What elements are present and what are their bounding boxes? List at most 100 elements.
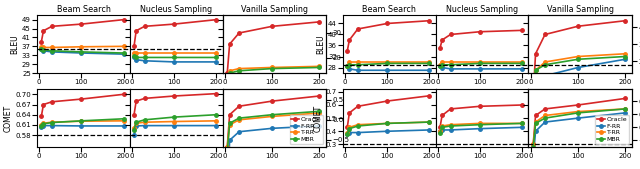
MBR [476,62,484,64]
T-RR [436,130,444,132]
Oracle [518,104,526,106]
T-RR [621,53,629,55]
F-RR [476,68,484,70]
T-RR [574,55,582,57]
Line: Oracle: Oracle [531,19,627,97]
MBR [141,56,148,58]
MBR [141,119,148,121]
Oracle [48,101,56,103]
MBR [529,146,537,148]
T-RR [344,131,351,134]
Line: MBR: MBR [40,117,125,128]
T-RR [354,124,362,126]
MBR [48,122,56,124]
Line: MBR: MBR [346,62,431,68]
F-RR [447,68,454,70]
Oracle [236,105,243,107]
T-RR [223,76,231,78]
Line: F-RR: F-RR [438,126,524,133]
Line: MBR: MBR [346,120,431,136]
Line: Oracle: Oracle [40,18,125,44]
Y-axis label: COMET: COMET [3,105,12,132]
MBR [621,55,629,57]
T-RR [77,120,85,122]
Line: MBR: MBR [225,110,321,154]
Oracle [436,126,444,128]
Oracle [476,31,484,33]
Oracle [141,25,148,27]
Line: F-RR: F-RR [225,124,321,169]
Line: Oracle: Oracle [346,94,431,129]
MBR [132,121,140,123]
MBR [130,129,138,131]
T-RR [541,61,549,63]
Oracle [383,100,391,102]
Line: F-RR: F-RR [346,64,431,72]
MBR [77,51,85,53]
MBR [532,69,540,71]
F-RR [426,129,433,131]
F-RR [438,129,446,131]
Line: Oracle: Oracle [132,18,218,48]
T-RR [316,65,323,67]
MBR [476,124,484,126]
Oracle [268,25,276,27]
Title: Vanilla Sampling: Vanilla Sampling [241,5,308,14]
MBR [438,126,446,128]
T-RR [40,46,47,49]
Line: F-RR: F-RR [40,47,125,56]
T-RR [38,46,45,49]
F-RR [132,125,140,127]
Line: T-RR: T-RR [225,111,321,149]
Oracle [541,33,549,35]
MBR [170,56,178,58]
F-RR [170,61,178,63]
MBR [223,151,231,153]
Oracle [77,23,85,25]
Title: Beam Search: Beam Search [362,5,417,14]
Oracle [476,105,484,107]
T-RR [226,124,234,126]
T-RR [438,61,446,63]
MBR [354,64,362,66]
F-RR [268,127,276,129]
F-RR [346,131,353,134]
Line: F-RR: F-RR [438,64,524,71]
F-RR [447,129,454,131]
T-RR [141,52,148,54]
Oracle [436,47,444,49]
Line: Oracle: Oracle [531,97,627,146]
Line: MBR: MBR [132,113,218,132]
F-RR [120,125,127,127]
T-RR [132,122,140,124]
Title: Beam Search: Beam Search [56,5,111,14]
F-RR [476,128,484,130]
Line: T-RR: T-RR [346,120,431,134]
Oracle [268,100,276,102]
Line: Oracle: Oracle [40,93,125,118]
T-RR [38,124,45,126]
Oracle [226,114,234,116]
MBR [436,131,444,134]
Oracle [316,95,323,97]
T-RR [130,127,138,129]
F-RR [436,65,444,67]
T-RR [529,143,537,145]
T-RR [130,52,138,54]
Oracle [383,22,391,25]
Oracle [438,114,446,116]
T-RR [170,120,178,123]
Oracle [170,95,178,97]
T-RR [436,64,444,66]
F-RR [344,65,351,67]
Oracle [541,108,549,110]
Line: F-RR: F-RR [132,56,218,64]
T-RR [223,146,231,148]
Line: T-RR: T-RR [40,119,125,127]
Line: T-RR: T-RR [132,51,218,55]
T-RR [621,108,629,110]
MBR [426,121,433,123]
Line: T-RR: T-RR [132,119,218,130]
MBR [541,117,549,119]
Oracle [223,146,231,148]
